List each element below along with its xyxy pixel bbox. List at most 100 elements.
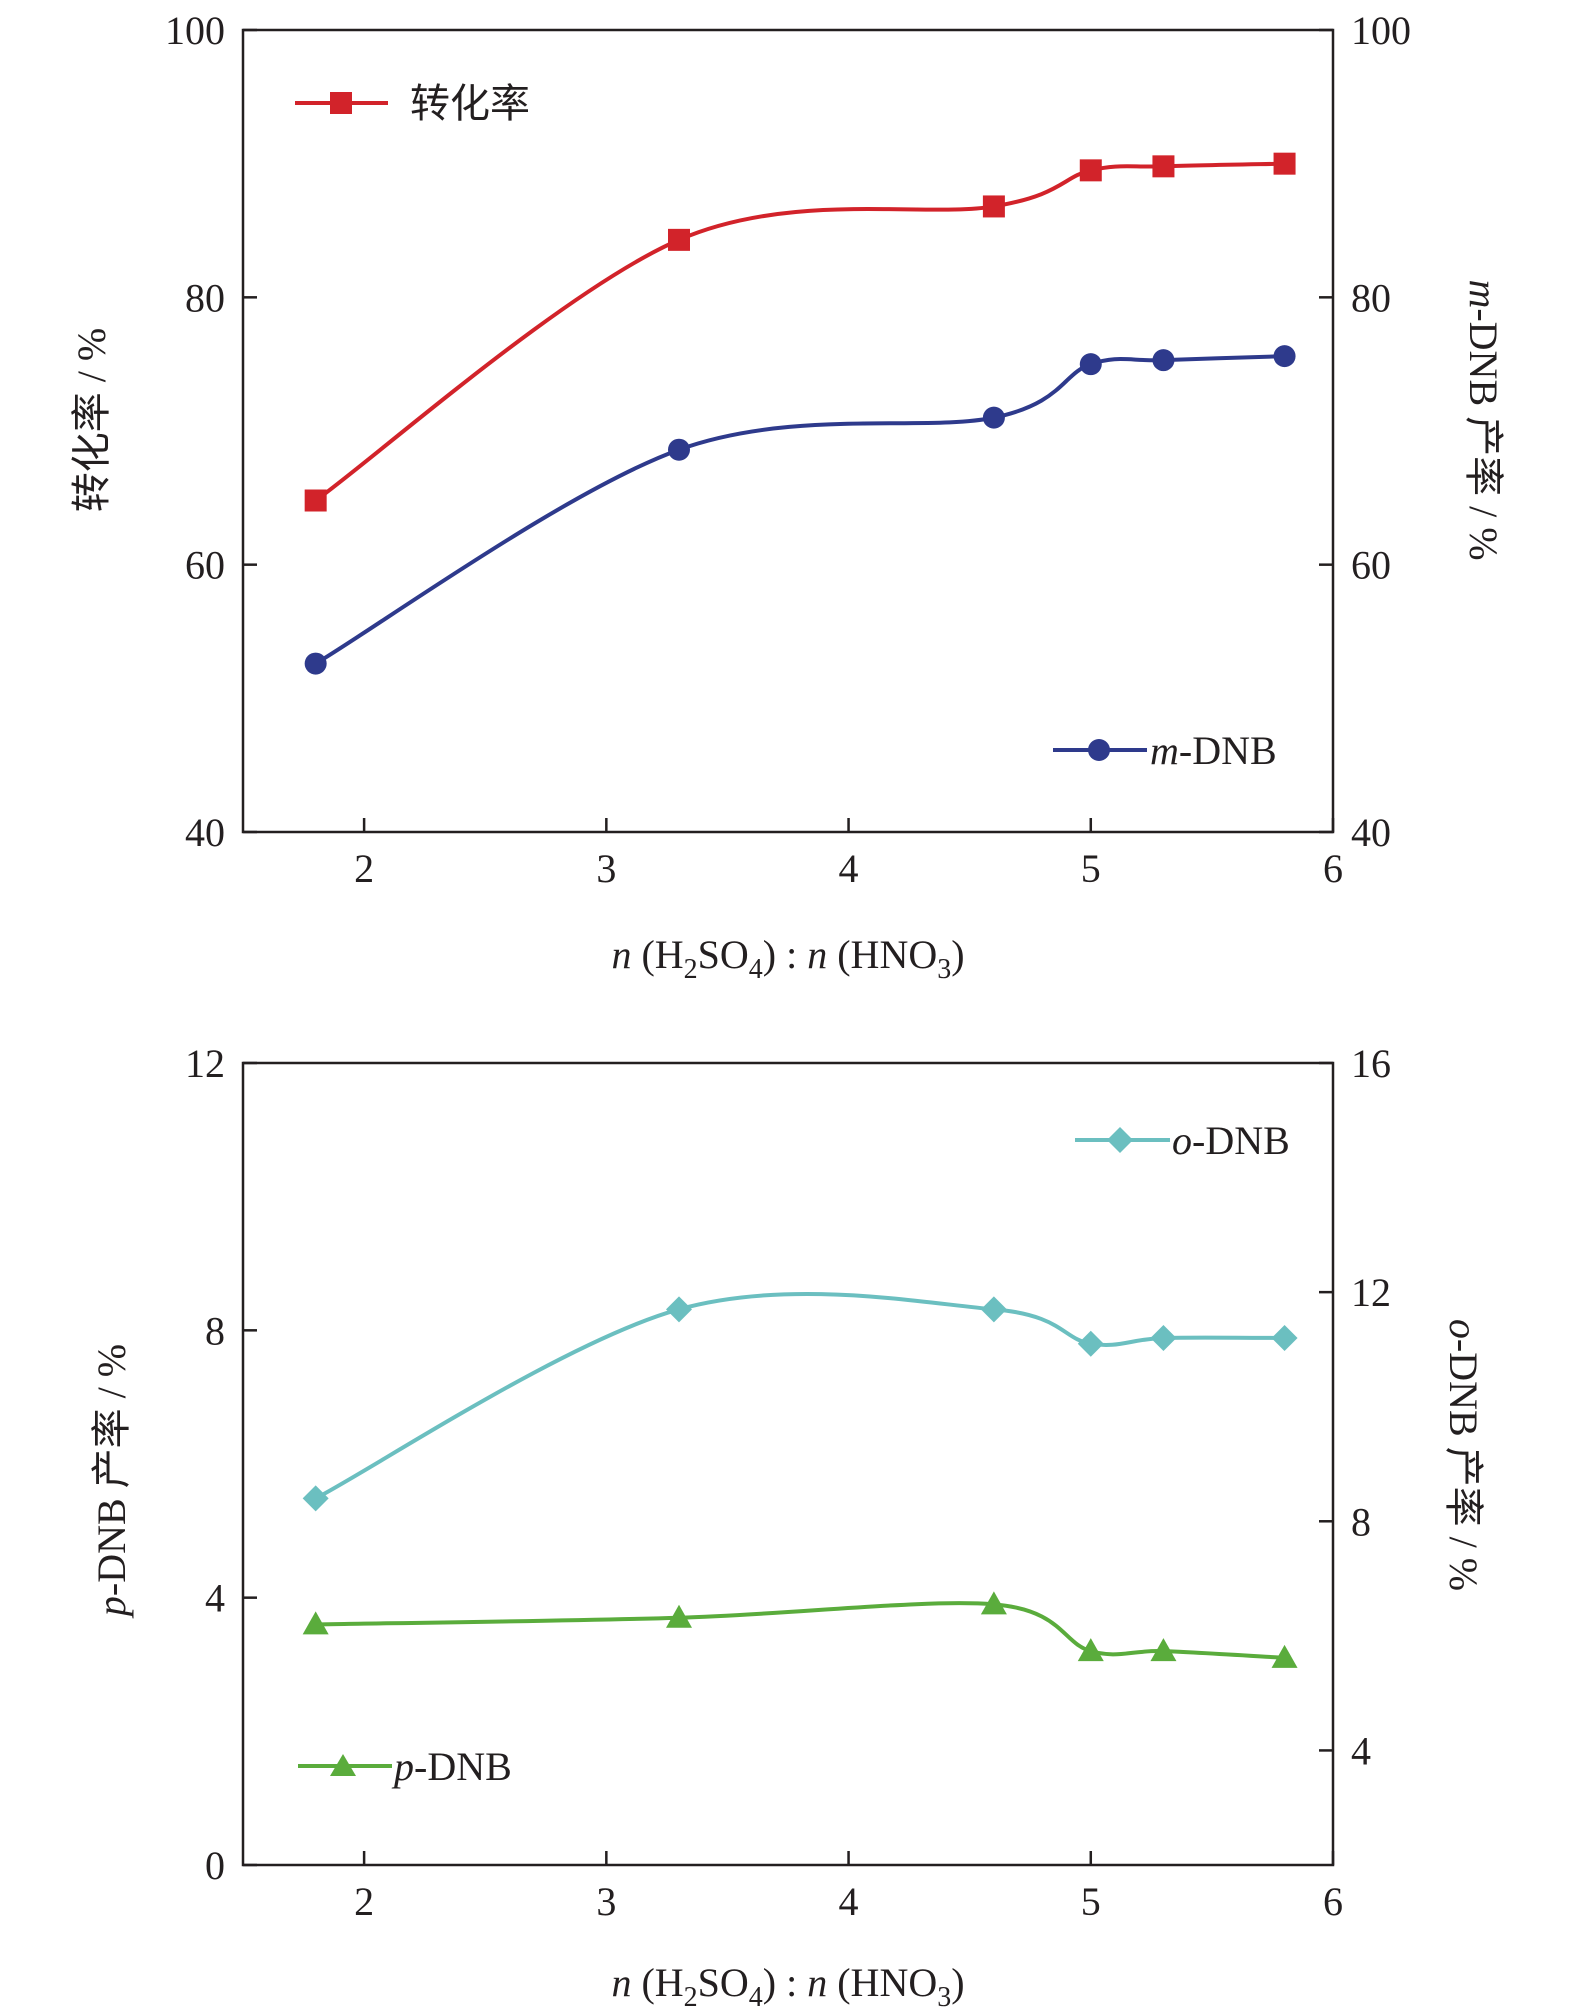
- legend-m-dnb: m-DNB: [1053, 728, 1277, 773]
- data-point-conversion: [1152, 155, 1175, 178]
- tick-marks: [243, 1061, 1335, 1867]
- x-label-sep: ) :: [763, 1960, 807, 2005]
- data-point-conversion: [304, 489, 327, 512]
- legend-m-dnb-label: m-DNB: [1150, 728, 1277, 773]
- x-label-acid1b: SO: [698, 932, 749, 977]
- x-tick-label: 3: [596, 1879, 616, 1924]
- right-y-tick-label: 60: [1351, 543, 1391, 588]
- x-label-sub1: 2: [684, 954, 698, 985]
- plot-frame: [241, 1061, 1335, 1867]
- left-y-tick-label: 12: [185, 1041, 225, 1086]
- right-y-tick-label: 100: [1351, 8, 1411, 53]
- x-label-acid1b: SO: [698, 1960, 749, 2005]
- x-axis-label: n (H2SO4) : n (HNO3): [611, 1960, 964, 2013]
- data-point-p-dnb: [302, 1611, 329, 1635]
- legend-m-dnb-marker: [1088, 739, 1110, 761]
- right-axis-label-rest: -DNB 产率 / %: [1441, 1339, 1486, 1591]
- data-point-p-dnb: [1150, 1638, 1177, 1662]
- legend-o-dnb-label: o-DNB: [1172, 1118, 1290, 1163]
- data-point-m-dnb: [304, 652, 327, 675]
- x-tick-label: 4: [839, 846, 859, 891]
- data-point-o-dnb: [1150, 1324, 1177, 1351]
- data-point-conversion: [1273, 152, 1296, 175]
- x-label-acid1: (H: [641, 932, 683, 977]
- data-point-conversion: [982, 195, 1005, 218]
- data-point-m-dnb: [1273, 345, 1296, 368]
- legend-p-dnb-italic: p: [391, 1744, 414, 1789]
- right-axis-label: o-DNB 产率 / %: [1441, 1319, 1486, 1591]
- x-tick-label: 6: [1323, 846, 1343, 891]
- legend-p-dnb-marker: [330, 1754, 356, 1776]
- series-line-p-dnb: [315, 1601, 1285, 1660]
- data-point-o-dnb: [1077, 1330, 1104, 1357]
- right-y-tick-label: 12: [1351, 1270, 1391, 1315]
- data-point-m-dnb: [1152, 349, 1175, 372]
- left-axis-label: p-DNB 产率 / %: [89, 1344, 134, 1619]
- series-line-o-dnb: [314, 1292, 1285, 1501]
- legend-m-dnb-italic: m: [1150, 728, 1179, 773]
- left-y-tick-label: 8: [205, 1308, 225, 1353]
- right-y-tick-label: 40: [1351, 810, 1391, 855]
- x-tick-label: 3: [596, 846, 616, 891]
- right-axis-label-rest: -DNB 产率 / %: [1461, 308, 1506, 560]
- legend-p-dnb-rest: -DNB: [414, 1744, 512, 1789]
- x-label-n2: n: [807, 932, 827, 977]
- x-tick-label: 2: [354, 1879, 374, 1924]
- left-y-tick-label: 80: [185, 275, 225, 320]
- x-label-acid2: (HNO: [827, 1960, 937, 2005]
- right-y-tick-label: 4: [1351, 1728, 1371, 1773]
- x-tick-label: 2: [354, 846, 374, 891]
- x-label-n1: n: [611, 1960, 631, 2005]
- x-label-close: ): [951, 1960, 964, 2005]
- legend-p-dnb: p-DNB: [298, 1744, 512, 1789]
- right-axis-label-italic: m: [1461, 279, 1506, 308]
- legend-m-dnb-rest: -DNB: [1179, 728, 1277, 773]
- right-y-tick-label: 80: [1351, 275, 1391, 320]
- x-label-sub3: 3: [937, 1982, 951, 2013]
- legend-o-dnb-marker: [1107, 1127, 1133, 1153]
- legend-o-dnb-italic: o: [1172, 1118, 1192, 1163]
- data-point-m-dnb: [982, 406, 1005, 429]
- x-tick-label: 4: [839, 1879, 859, 1924]
- data-point-o-dnb: [302, 1485, 329, 1512]
- left-axis-label: 转化率 / %: [69, 328, 114, 512]
- plot-frame: [241, 28, 1335, 834]
- legend-o-dnb: o-DNB: [1075, 1118, 1290, 1163]
- tick-marks: [243, 28, 1335, 834]
- x-tick-label: 5: [1081, 1879, 1101, 1924]
- legend-conversion: 转化率: [295, 81, 530, 126]
- data-point-m-dnb: [1079, 353, 1102, 376]
- data-point-o-dnb: [980, 1296, 1007, 1323]
- data-point-p-dnb: [980, 1591, 1007, 1615]
- left-y-tick-label: 100: [165, 8, 225, 53]
- x-label-acid1: (H: [641, 1960, 683, 2005]
- left-y-tick-label: 40: [185, 810, 225, 855]
- series-group: [304, 152, 1296, 675]
- x-label-close: ): [951, 932, 964, 977]
- left-y-tick-label: 0: [205, 1843, 225, 1888]
- series-line-m-dnb: [314, 354, 1285, 666]
- data-point-o-dnb: [666, 1296, 692, 1323]
- x-label-n2: n: [807, 1960, 827, 2005]
- legend-o-dnb-rest: -DNB: [1192, 1118, 1290, 1163]
- x-label-sub1: 2: [684, 1982, 698, 2013]
- legend-p-dnb-label: p-DNB: [391, 1744, 512, 1789]
- left-y-tick-label: 4: [205, 1576, 225, 1621]
- legend-conversion-label: 转化率: [410, 81, 530, 126]
- data-point-o-dnb: [1271, 1324, 1298, 1351]
- data-point-p-dnb: [1077, 1638, 1104, 1662]
- x-axis-label: n (H2SO4) : n (HNO3): [611, 932, 964, 985]
- x-label-sep: ) :: [763, 932, 807, 977]
- right-axis-label-italic: o: [1441, 1319, 1486, 1339]
- x-label-n1: n: [611, 932, 631, 977]
- legend-conversion-marker: [330, 92, 352, 114]
- tick-labels: 2 3 4 5 6 0 4 8 12 4 8 12 16: [185, 1041, 1391, 1924]
- right-y-tick-label: 8: [1351, 1499, 1371, 1544]
- x-label-sub2: 4: [749, 1982, 763, 2013]
- x-label-sub3: 3: [937, 954, 951, 985]
- left-axis-label-rest: -DNB 产率 / %: [89, 1344, 134, 1596]
